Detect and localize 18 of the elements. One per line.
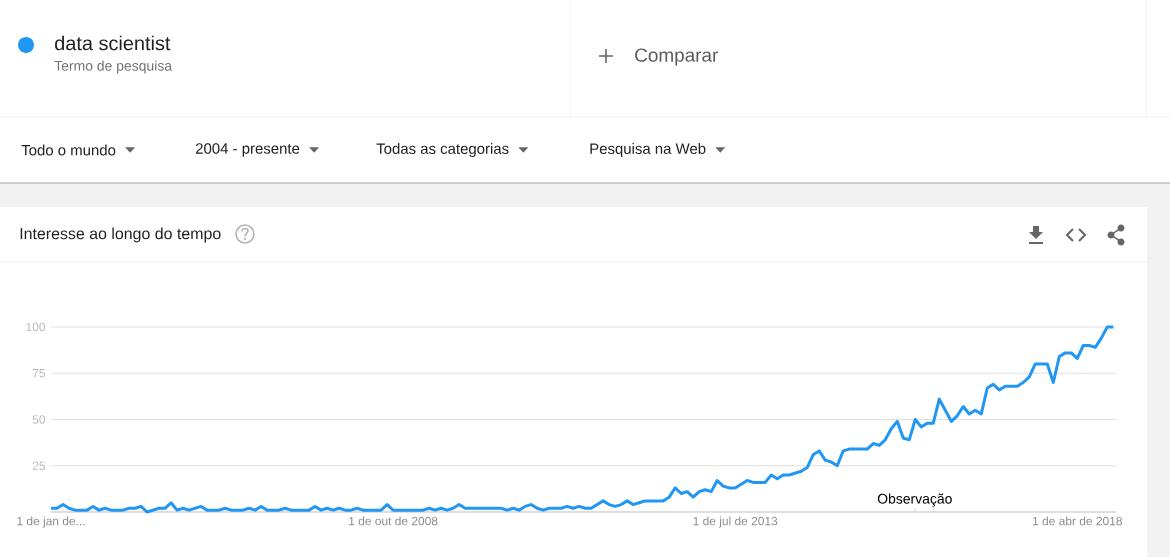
x-tick-label: 1 de jul de 2013	[693, 516, 778, 528]
x-tick-label: 1 de jan de...	[17, 516, 85, 528]
legend-label: data scientist	[55, 35, 171, 51]
chart-title: Interesse ao longo do tempo	[20, 227, 221, 243]
text: Comparar	[635, 48, 719, 66]
text: 2004 - presente	[195, 143, 300, 157]
text: Todas as categorias	[376, 143, 509, 157]
text: Termo de pesquisa	[54, 60, 173, 74]
x-tick-label: 1 de abr de 2018	[1033, 516, 1122, 526]
line-series	[49, 325, 1115, 514]
text: Pesquisa na Web	[590, 143, 706, 157]
y-tick-label: 100	[26, 322, 46, 332]
text: Todo o mundo	[21, 144, 116, 156]
y-tick-label: 75	[32, 369, 45, 378]
x-tick-label: 1 de out de 2008	[349, 516, 438, 526]
y-tick-label: 50	[32, 415, 46, 424]
y-tick-label: 25	[32, 461, 45, 470]
annotation: Observação	[877, 493, 952, 507]
